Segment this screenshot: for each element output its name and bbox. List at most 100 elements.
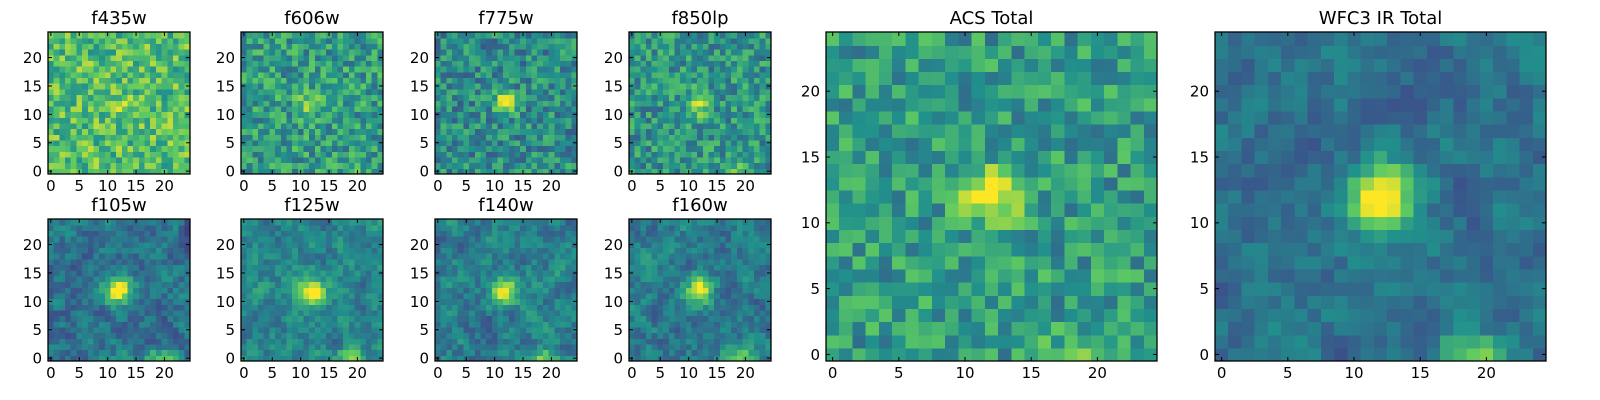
heatmap-cell xyxy=(309,270,316,277)
heatmap-cell xyxy=(503,168,510,175)
heatmap-cell xyxy=(435,134,442,141)
heatmap-cell xyxy=(309,134,316,141)
heatmap-cell xyxy=(326,145,333,152)
heatmap-cell xyxy=(634,83,641,90)
heatmap-cell xyxy=(634,134,641,141)
heatmap-cell xyxy=(263,326,270,334)
heatmap-cell xyxy=(753,77,761,84)
heatmap-cell xyxy=(685,292,693,300)
heatmap-cell xyxy=(497,264,504,271)
x-tick-label: 0 xyxy=(433,364,443,382)
heatmap-cell xyxy=(554,343,561,351)
heatmap-cell xyxy=(697,156,704,164)
heatmap-cell xyxy=(554,77,561,84)
heatmap-cell xyxy=(452,355,459,362)
heatmap-cell xyxy=(116,71,123,79)
heatmap-cell xyxy=(82,94,89,101)
heatmap-cell xyxy=(548,264,555,271)
heatmap-cell xyxy=(503,32,510,39)
heatmap-cell xyxy=(178,275,185,283)
heatmap-cell xyxy=(457,224,464,231)
heatmap-cell xyxy=(446,77,453,84)
heatmap-cell xyxy=(531,332,538,339)
heatmap-cell xyxy=(286,219,293,226)
heatmap-cell xyxy=(371,168,378,175)
heatmap-cell xyxy=(76,49,83,56)
heatmap-cell xyxy=(634,43,641,50)
heatmap-cell xyxy=(82,287,89,294)
heatmap-cell xyxy=(531,32,538,39)
heatmap-cell xyxy=(144,134,151,141)
heatmap-cell xyxy=(377,145,384,152)
heatmap-cell xyxy=(53,168,60,175)
heatmap-cell xyxy=(314,77,322,84)
heatmap-cell xyxy=(167,332,174,339)
heatmap-cell xyxy=(150,66,157,73)
heatmap-cell xyxy=(121,321,129,328)
heatmap-cell xyxy=(104,117,112,124)
heatmap-cell xyxy=(525,219,533,226)
heatmap-cell xyxy=(480,315,487,322)
heatmap-cell xyxy=(435,315,442,322)
heatmap-cell xyxy=(241,105,248,113)
heatmap-cell xyxy=(736,66,744,73)
heatmap-cell xyxy=(93,258,100,266)
heatmap-cell xyxy=(646,105,653,113)
heatmap-cell xyxy=(457,43,464,50)
heatmap-cell xyxy=(144,168,151,175)
heatmap-cell xyxy=(508,326,516,334)
heatmap-cell xyxy=(702,343,710,351)
heatmap-cell xyxy=(280,338,288,345)
heatmap-cell xyxy=(138,111,146,118)
heatmap-cell xyxy=(435,162,442,169)
heatmap-cell xyxy=(155,88,163,96)
heatmap-cell xyxy=(531,100,538,107)
heatmap-cell xyxy=(167,338,174,345)
heatmap-cell xyxy=(685,49,693,56)
heatmap-cell xyxy=(121,156,129,164)
heatmap-cell xyxy=(48,156,55,164)
heatmap-cell xyxy=(514,32,521,39)
heatmap-cell xyxy=(491,236,499,243)
heatmap-cell xyxy=(280,270,288,277)
heatmap-cell xyxy=(719,100,727,107)
heatmap-cell xyxy=(531,139,538,147)
heatmap-cell xyxy=(161,298,168,305)
heatmap-cell xyxy=(360,162,367,169)
heatmap-cell xyxy=(354,139,361,147)
heatmap-cell xyxy=(70,117,77,124)
heatmap-cell xyxy=(326,37,333,44)
heatmap-cell xyxy=(337,32,344,39)
heatmap-cell xyxy=(497,224,504,231)
heatmap-cell xyxy=(691,281,698,288)
heatmap-cell xyxy=(559,253,567,260)
heatmap-cell xyxy=(435,349,442,356)
heatmap-cell xyxy=(314,321,322,328)
heatmap-cell xyxy=(104,343,112,351)
heatmap-cell xyxy=(150,224,157,231)
heatmap-cell xyxy=(155,94,163,101)
heatmap-cell xyxy=(314,230,322,237)
heatmap-cell xyxy=(303,49,310,56)
heatmap-cell xyxy=(53,83,60,90)
heatmap-cell xyxy=(172,71,180,79)
heatmap-cell xyxy=(765,349,772,356)
heatmap-cell xyxy=(748,151,755,158)
heatmap-cell xyxy=(309,338,316,345)
heatmap-cell xyxy=(104,83,112,90)
heatmap-cell xyxy=(440,219,447,226)
heatmap-cell xyxy=(474,236,482,243)
heatmap-cell xyxy=(503,77,510,84)
heatmap-cell xyxy=(116,139,123,147)
heatmap-cell xyxy=(371,258,378,266)
heatmap-cell xyxy=(314,281,322,288)
heatmap-cell xyxy=(474,105,482,113)
heatmap-cell xyxy=(320,37,327,44)
heatmap-cell xyxy=(629,37,636,44)
heatmap-cell xyxy=(70,49,77,56)
heatmap-cell xyxy=(326,122,333,130)
heatmap-cell xyxy=(668,168,676,175)
heatmap-cell xyxy=(742,122,749,130)
heatmap-cell xyxy=(110,264,117,271)
heatmap-cell xyxy=(76,241,83,248)
